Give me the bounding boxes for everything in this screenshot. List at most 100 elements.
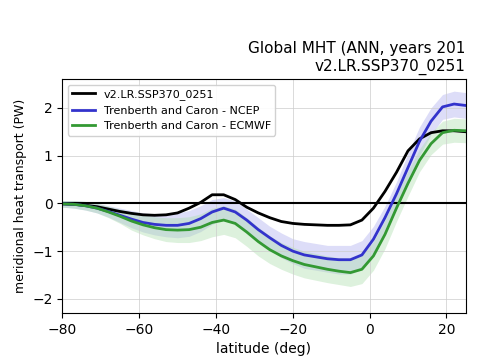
Trenberth and Caron - NCEP — [244, 218, 250, 222]
Trenberth and Caron - ECMWF — [417, 158, 422, 163]
Trenberth and Caron - NCEP — [451, 102, 457, 106]
Trenberth and Caron - ECMWF — [324, 267, 330, 271]
v2.LR.SSP370_0251 — [198, 200, 204, 204]
Trenberth and Caron - ECMWF — [186, 228, 192, 232]
v2.LR.SSP370_0251 — [140, 213, 146, 217]
Y-axis label: meridional heat transport (PW): meridional heat transport (PW) — [13, 99, 26, 293]
v2.LR.SSP370_0251 — [440, 129, 445, 133]
v2.LR.SSP370_0251 — [382, 189, 388, 194]
Trenberth and Caron - NCEP — [175, 223, 180, 228]
Trenberth and Caron - NCEP — [463, 103, 468, 108]
v2.LR.SSP370_0251 — [348, 223, 353, 227]
v2.LR.SSP370_0251 — [463, 130, 468, 134]
v2.LR.SSP370_0251 — [267, 216, 273, 220]
v2.LR.SSP370_0251 — [163, 213, 169, 217]
Line: v2.LR.SSP370_0251: v2.LR.SSP370_0251 — [62, 131, 466, 225]
Trenberth and Caron - ECMWF — [348, 270, 353, 275]
Trenberth and Caron - NCEP — [278, 243, 284, 248]
Trenberth and Caron - ECMWF — [463, 129, 468, 133]
v2.LR.SSP370_0251 — [71, 202, 77, 207]
Trenberth and Caron - ECMWF — [232, 221, 238, 226]
Trenberth and Caron - NCEP — [417, 139, 422, 143]
Trenberth and Caron - NCEP — [83, 204, 88, 208]
Trenberth and Caron - ECMWF — [440, 131, 445, 135]
Trenberth and Caron - ECMWF — [371, 254, 376, 258]
v2.LR.SSP370_0251 — [371, 206, 376, 210]
Trenberth and Caron - NCEP — [324, 257, 330, 261]
Trenberth and Caron - ECMWF — [278, 254, 284, 258]
Trenberth and Caron - ECMWF — [94, 206, 100, 210]
v2.LR.SSP370_0251 — [428, 131, 434, 135]
Trenberth and Caron - ECMWF — [382, 232, 388, 237]
Trenberth and Caron - NCEP — [255, 228, 261, 232]
Trenberth and Caron - NCEP — [348, 257, 353, 262]
Trenberth and Caron - NCEP — [163, 223, 169, 228]
Trenberth and Caron - NCEP — [440, 105, 445, 109]
Trenberth and Caron - NCEP — [382, 216, 388, 220]
Trenberth and Caron - NCEP — [267, 235, 273, 240]
Title: Global MHT (ANN, years 201
v2.LR.SSP370_0251: Global MHT (ANN, years 201 v2.LR.SSP370_… — [248, 41, 466, 75]
Trenberth and Caron - NCEP — [221, 206, 227, 210]
Trenberth and Caron - ECMWF — [140, 223, 146, 227]
Trenberth and Caron - ECMWF — [152, 226, 157, 230]
Trenberth and Caron - NCEP — [371, 237, 376, 241]
Trenberth and Caron - NCEP — [71, 202, 77, 207]
v2.LR.SSP370_0251 — [405, 149, 411, 153]
Trenberth and Caron - ECMWF — [394, 206, 399, 210]
Trenberth and Caron - NCEP — [94, 206, 100, 210]
Trenberth and Caron - NCEP — [209, 210, 215, 214]
v2.LR.SSP370_0251 — [255, 211, 261, 215]
Trenberth and Caron - NCEP — [60, 202, 65, 206]
v2.LR.SSP370_0251 — [232, 197, 238, 202]
Trenberth and Caron - NCEP — [336, 257, 342, 262]
Trenberth and Caron - NCEP — [405, 165, 411, 170]
Trenberth and Caron - ECMWF — [175, 228, 180, 232]
Trenberth and Caron - NCEP — [198, 216, 204, 221]
v2.LR.SSP370_0251 — [129, 211, 134, 216]
Trenberth and Caron - ECMWF — [198, 225, 204, 229]
v2.LR.SSP370_0251 — [290, 221, 296, 226]
Trenberth and Caron - NCEP — [152, 222, 157, 226]
v2.LR.SSP370_0251 — [313, 223, 319, 227]
Trenberth and Caron - NCEP — [117, 213, 123, 217]
Trenberth and Caron - ECMWF — [106, 210, 111, 214]
v2.LR.SSP370_0251 — [117, 209, 123, 213]
v2.LR.SSP370_0251 — [359, 218, 365, 222]
Trenberth and Caron - ECMWF — [60, 202, 65, 206]
Trenberth and Caron - ECMWF — [336, 269, 342, 273]
Trenberth and Caron - NCEP — [140, 220, 146, 225]
Trenberth and Caron - NCEP — [290, 249, 296, 253]
Trenberth and Caron - ECMWF — [290, 258, 296, 263]
Trenberth and Caron - ECMWF — [117, 214, 123, 219]
Trenberth and Caron - ECMWF — [301, 262, 307, 267]
v2.LR.SSP370_0251 — [209, 193, 215, 197]
Trenberth and Caron - NCEP — [106, 209, 111, 213]
Trenberth and Caron - NCEP — [129, 217, 134, 221]
v2.LR.SSP370_0251 — [301, 222, 307, 226]
Trenberth and Caron - NCEP — [394, 192, 399, 196]
v2.LR.SSP370_0251 — [83, 203, 88, 207]
Trenberth and Caron - ECMWF — [255, 239, 261, 244]
v2.LR.SSP370_0251 — [394, 170, 399, 175]
Trenberth and Caron - ECMWF — [359, 267, 365, 271]
Trenberth and Caron - ECMWF — [267, 248, 273, 252]
Legend: v2.LR.SSP370_0251, Trenberth and Caron - NCEP, Trenberth and Caron - ECMWF: v2.LR.SSP370_0251, Trenberth and Caron -… — [68, 85, 275, 136]
v2.LR.SSP370_0251 — [60, 202, 65, 206]
v2.LR.SSP370_0251 — [278, 219, 284, 224]
Trenberth and Caron - ECMWF — [129, 219, 134, 223]
v2.LR.SSP370_0251 — [175, 211, 180, 215]
Trenberth and Caron - NCEP — [301, 253, 307, 257]
v2.LR.SSP370_0251 — [186, 206, 192, 210]
Trenberth and Caron - ECMWF — [313, 265, 319, 269]
Trenberth and Caron - NCEP — [232, 210, 238, 214]
X-axis label: latitude (deg): latitude (deg) — [216, 342, 312, 356]
Trenberth and Caron - NCEP — [186, 221, 192, 226]
v2.LR.SSP370_0251 — [244, 205, 250, 210]
Trenberth and Caron - ECMWF — [244, 230, 250, 234]
v2.LR.SSP370_0251 — [152, 213, 157, 217]
v2.LR.SSP370_0251 — [451, 129, 457, 133]
v2.LR.SSP370_0251 — [221, 193, 227, 197]
Trenberth and Caron - ECMWF — [209, 220, 215, 225]
v2.LR.SSP370_0251 — [336, 223, 342, 228]
Trenberth and Caron - NCEP — [428, 119, 434, 123]
